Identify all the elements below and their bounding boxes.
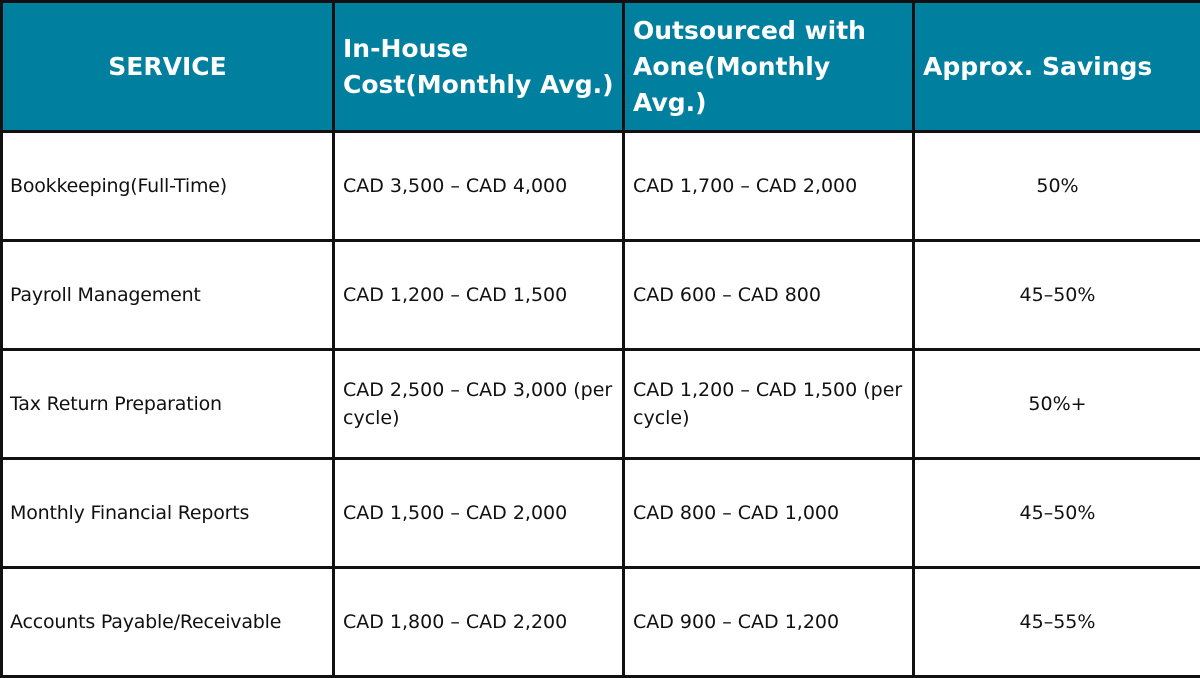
table-row: Monthly Financial Reports CAD 1,500 – CA… <box>2 459 1200 568</box>
service-name: Payroll Management <box>2 241 334 350</box>
in-house-cost: CAD 1,200 – CAD 1,500 <box>334 241 624 350</box>
savings-value: 50%+ <box>914 350 1200 459</box>
savings-value: 50% <box>914 132 1200 241</box>
in-house-cost: CAD 1,500 – CAD 2,000 <box>334 459 624 568</box>
header-approx-savings: Approx. Savings <box>914 2 1200 132</box>
in-house-cost: CAD 3,500 – CAD 4,000 <box>334 132 624 241</box>
table-row: Accounts Payable/Receivable CAD 1,800 – … <box>2 568 1200 677</box>
table-row: Tax Return Preparation CAD 2,500 – CAD 3… <box>2 350 1200 459</box>
service-name: Bookkeeping(Full-Time) <box>2 132 334 241</box>
outsourced-cost: CAD 600 – CAD 800 <box>624 241 914 350</box>
table-row: Bookkeeping(Full-Time) CAD 3,500 – CAD 4… <box>2 132 1200 241</box>
outsourced-cost: CAD 1,700 – CAD 2,000 <box>624 132 914 241</box>
in-house-cost: CAD 1,800 – CAD 2,200 <box>334 568 624 677</box>
in-house-cost: CAD 2,500 – CAD 3,000 (per cycle) <box>334 350 624 459</box>
savings-value: 45–50% <box>914 459 1200 568</box>
service-name: Tax Return Preparation <box>2 350 334 459</box>
header-in-house-cost: In-House Cost(Monthly Avg.) <box>334 2 624 132</box>
header-service: SERVICE <box>2 2 334 132</box>
service-name: Monthly Financial Reports <box>2 459 334 568</box>
header-outsourced-cost: Outsourced with Aone(Monthly Avg.) <box>624 2 914 132</box>
savings-value: 45–50% <box>914 241 1200 350</box>
savings-value: 45–55% <box>914 568 1200 677</box>
header-row: SERVICE In-House Cost(Monthly Avg.) Outs… <box>2 2 1200 132</box>
service-name: Accounts Payable/Receivable <box>2 568 334 677</box>
outsourced-cost: CAD 1,200 – CAD 1,500 (per cycle) <box>624 350 914 459</box>
outsourced-cost: CAD 900 – CAD 1,200 <box>624 568 914 677</box>
outsourced-cost: CAD 800 – CAD 1,000 <box>624 459 914 568</box>
table-row: Payroll Management CAD 1,200 – CAD 1,500… <box>2 241 1200 350</box>
